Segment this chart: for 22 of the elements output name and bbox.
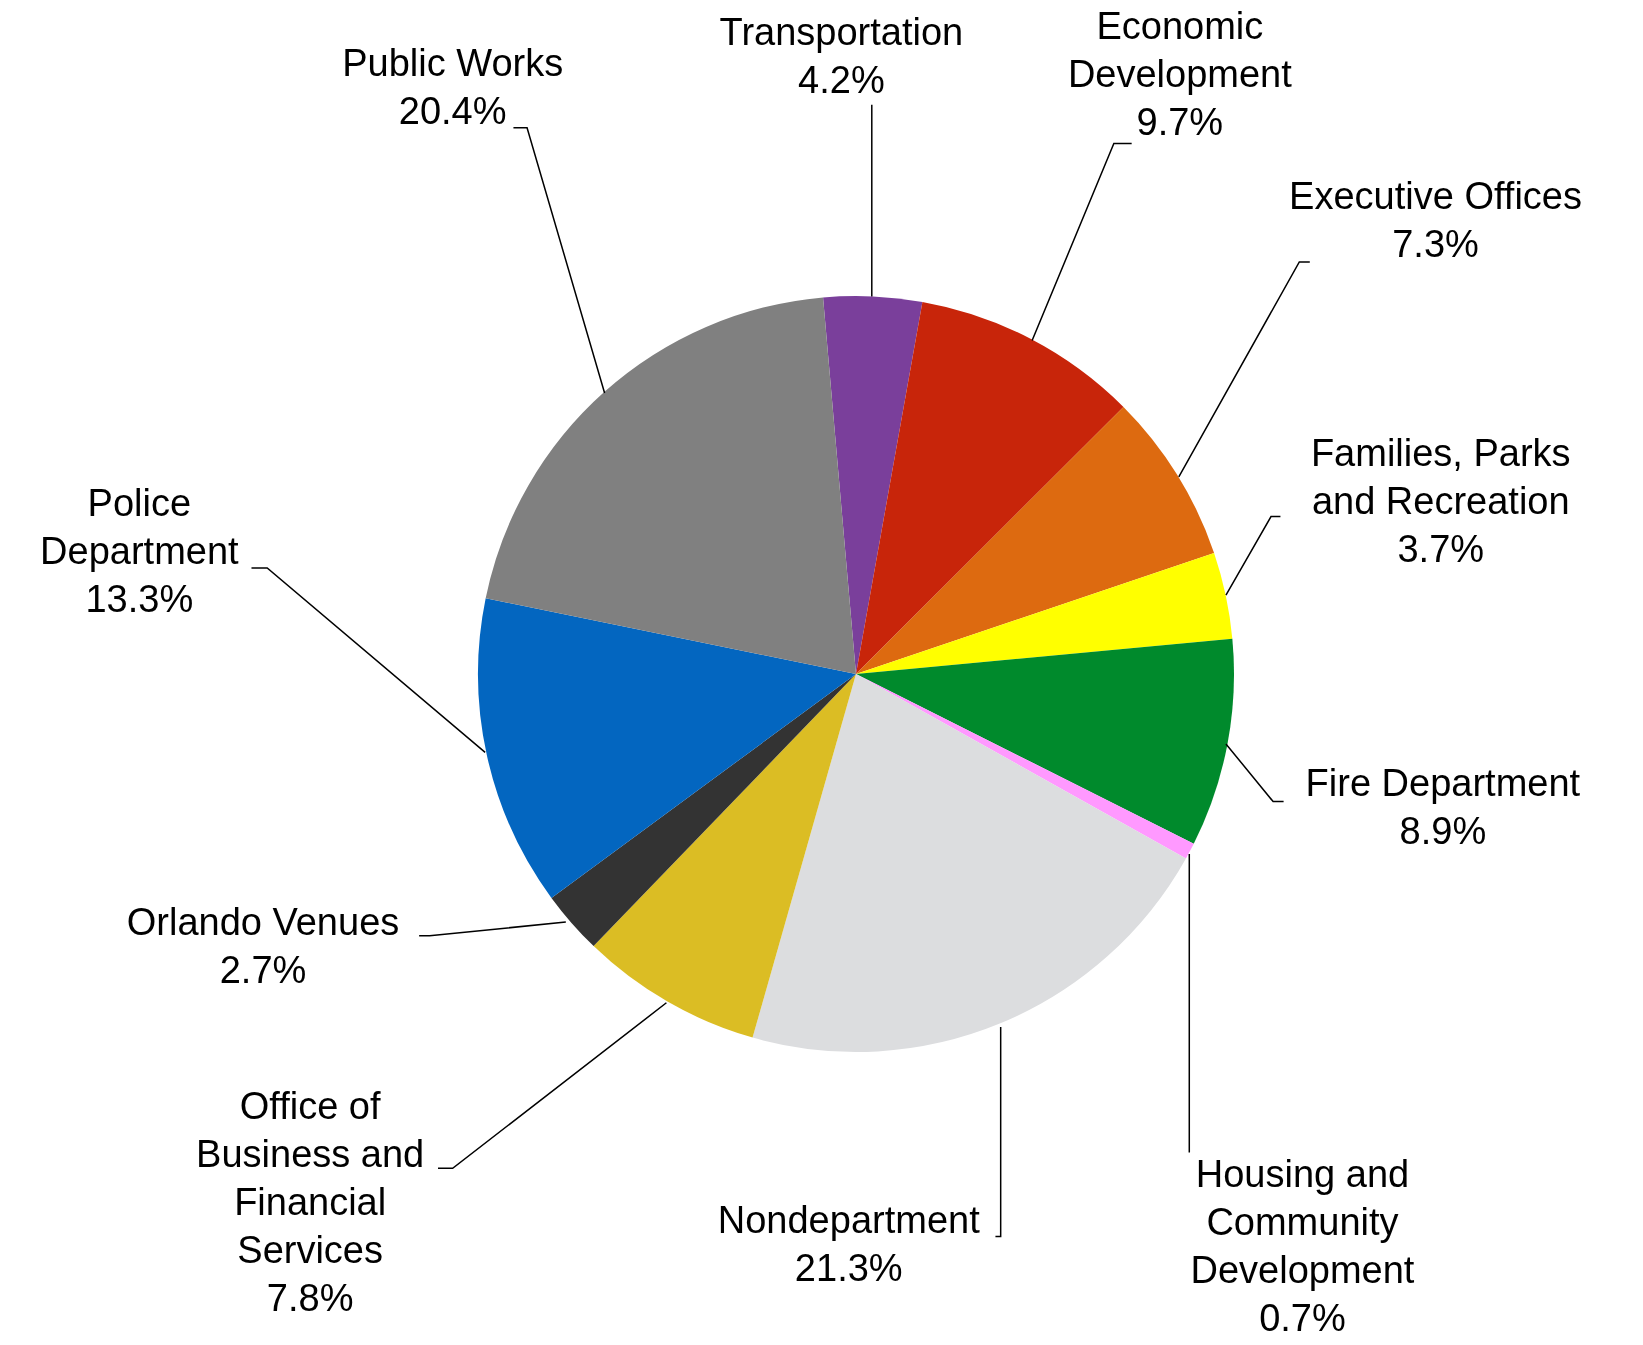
data-label: 21.3% bbox=[794, 1247, 903, 1290]
slice-label: Economic Development bbox=[1067, 4, 1293, 95]
slice-label: Fire Department bbox=[1305, 762, 1581, 805]
slice-label: Public Works bbox=[342, 41, 564, 84]
slice-label: Transportation bbox=[719, 11, 964, 54]
data-label: 3.7% bbox=[1397, 528, 1485, 571]
data-label: 8.9% bbox=[1399, 810, 1487, 853]
slice-label: Housing and Community Development bbox=[1190, 1153, 1415, 1292]
slice-label: Nondepartment bbox=[717, 1199, 981, 1242]
data-label: 20.4% bbox=[398, 89, 507, 132]
slice-label: Families, Parks and Recreation bbox=[1310, 432, 1571, 523]
data-label: 7.8% bbox=[266, 1277, 354, 1320]
data-label: 4.2% bbox=[798, 59, 885, 102]
data-label: 7.3% bbox=[1392, 222, 1479, 265]
data-label: 9.7% bbox=[1136, 100, 1224, 143]
data-label: 13.3% bbox=[85, 577, 194, 620]
data-label: 0.7% bbox=[1259, 1297, 1346, 1340]
data-label: 2.7% bbox=[219, 948, 307, 991]
slice-label: Orlando Venues bbox=[126, 900, 400, 943]
slice-label: Executive Offices bbox=[1289, 174, 1582, 217]
slice-label: Police Department bbox=[40, 481, 240, 572]
slice-label: Office of Business and Financial Services bbox=[196, 1085, 425, 1272]
